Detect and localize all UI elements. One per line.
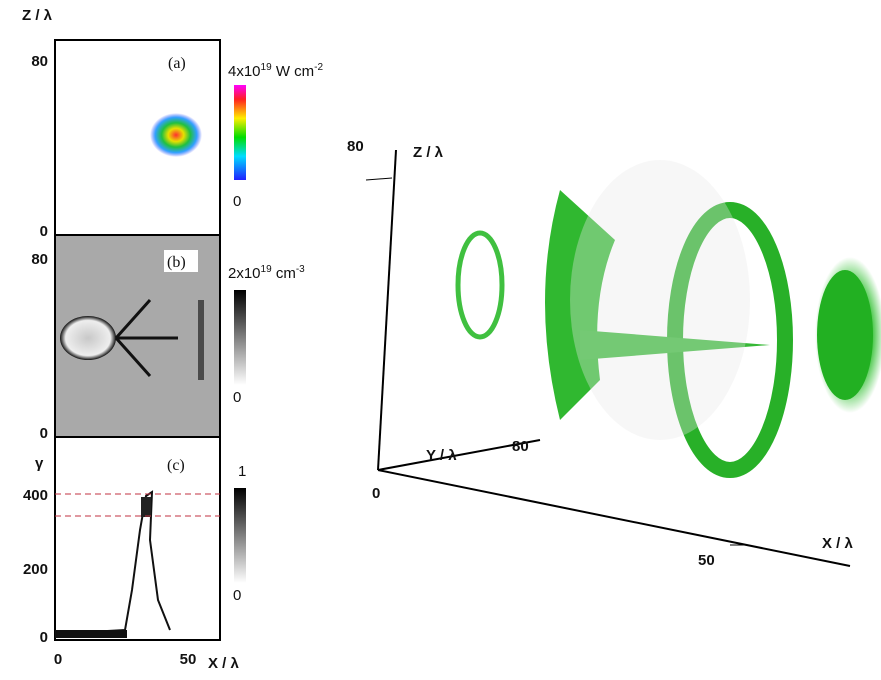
colorbar <box>234 488 246 583</box>
density-bubble <box>60 316 116 360</box>
colorbar-min: 0 <box>233 587 241 604</box>
y-axis <box>377 439 541 471</box>
phase-space-base <box>55 630 127 638</box>
x-axis <box>377 469 851 567</box>
pulse-front <box>817 270 873 400</box>
y-axis-label: Z / λ <box>22 7 53 24</box>
y-tick-label: 80 <box>31 251 48 268</box>
colorbar <box>234 290 246 385</box>
z-axis <box>377 149 397 471</box>
x-axis-label: X / λ <box>208 655 240 672</box>
y-tick-label: 200 <box>23 561 48 578</box>
phase-space-trace <box>54 490 171 635</box>
colorbar-max: 4x1019 W cm-2 <box>228 62 323 80</box>
z-tick-label: 80 <box>347 138 364 155</box>
y-axis-label: γ <box>35 455 44 472</box>
origin-label: 0 <box>372 485 380 502</box>
panel-label: (a) <box>168 55 186 72</box>
text: cm <box>272 265 296 282</box>
text: W cm <box>272 63 315 80</box>
panel-label-box <box>164 250 198 272</box>
y-tick-label: 80 <box>31 53 48 70</box>
x-tick-label: 50 <box>180 651 197 668</box>
panel-label: (b) <box>167 254 186 271</box>
tick <box>365 177 393 181</box>
colorbar-max: 2x1019 cm-3 <box>228 264 305 282</box>
ring <box>455 230 505 340</box>
y-tick-label: 0 <box>40 629 48 646</box>
y-axis-label: Y / λ <box>426 447 457 464</box>
y-tick-label: 80 <box>512 438 529 455</box>
colorbar <box>234 85 246 180</box>
density-shell <box>114 298 178 378</box>
colorbar-min: 0 <box>233 193 241 210</box>
text: -3 <box>296 264 305 275</box>
intensity-spot <box>150 113 202 157</box>
x-tick-label: 50 <box>698 552 715 569</box>
text: 19 <box>261 62 273 73</box>
colorbar-max: 1 <box>238 463 246 480</box>
y-tick-label: 400 <box>23 487 48 504</box>
panel-label: (c) <box>167 457 185 474</box>
text: 19 <box>261 264 273 275</box>
density-front <box>198 300 204 380</box>
green-structure <box>455 160 881 478</box>
y-tick-label: 0 <box>40 425 48 442</box>
channel <box>580 330 770 360</box>
x-axis-label: X / λ <box>822 535 854 552</box>
y-tick-label: 0 <box>40 223 48 240</box>
x-tick-label: 0 <box>54 651 62 668</box>
panel-c-frame <box>54 436 221 641</box>
shell <box>545 190 615 420</box>
text: -2 <box>314 62 323 73</box>
halo <box>570 160 750 440</box>
text: 2x10 <box>228 265 261 282</box>
phase-space-peak <box>141 497 151 517</box>
text: 4x10 <box>228 63 261 80</box>
colorbar-min: 0 <box>233 389 241 406</box>
z-axis-label: Z / λ <box>413 144 444 161</box>
